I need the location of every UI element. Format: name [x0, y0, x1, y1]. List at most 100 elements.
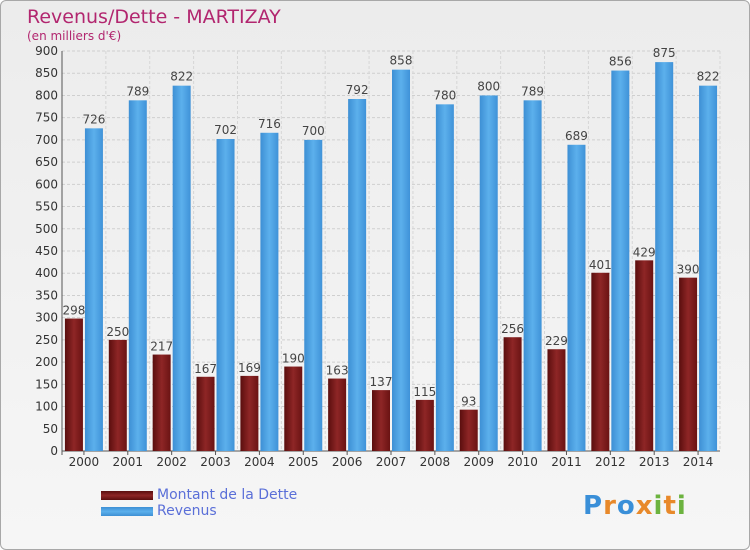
data-label-debt: 390 [677, 263, 700, 277]
bar-debt [240, 375, 259, 451]
bar-debt [679, 277, 698, 451]
data-label-debt: 298 [62, 304, 85, 318]
y-tick-label: 500 [35, 222, 58, 236]
data-label-revenue: 856 [609, 55, 632, 69]
y-tick-label: 150 [35, 377, 58, 391]
bar-debt [547, 349, 566, 451]
x-tick-label: 2013 [639, 455, 670, 469]
x-tick-label: 2005 [288, 455, 319, 469]
data-label-debt: 137 [370, 375, 393, 389]
x-tick-label: 2000 [69, 455, 100, 469]
bar-debt [415, 399, 434, 451]
y-tick-label: 800 [35, 88, 58, 102]
data-label-debt: 250 [106, 325, 129, 339]
x-tick-label: 2011 [551, 455, 582, 469]
x-tick-label: 2002 [156, 455, 187, 469]
bar-debt [459, 409, 478, 451]
y-tick-label: 300 [35, 311, 58, 325]
legend-item-debt: Montant de la Dette [101, 487, 297, 503]
chart-title: Revenus/Dette - MARTIZAY [27, 6, 281, 28]
data-label-debt: 429 [633, 245, 656, 259]
y-tick-label: 600 [35, 177, 58, 191]
bar-revenue [304, 139, 323, 451]
data-label-debt: 190 [282, 352, 305, 366]
data-label-debt: 401 [589, 258, 612, 272]
bar-debt [503, 337, 522, 451]
x-tick-label: 2012 [595, 455, 626, 469]
x-tick-label: 2006 [332, 455, 363, 469]
y-tick-label: 50 [43, 422, 58, 436]
bar-revenue [392, 69, 410, 452]
logo-letter: P [583, 491, 604, 521]
legend-label-revenue: Revenus [157, 503, 217, 519]
data-label-debt: 229 [545, 334, 568, 348]
logo-letter: x [635, 491, 654, 521]
bar-revenue [435, 104, 454, 451]
x-tick-label: 2003 [200, 455, 231, 469]
legend-swatch-revenue [101, 506, 153, 516]
y-tick-label: 400 [35, 266, 58, 280]
bar-debt [635, 260, 654, 451]
bar-debt [591, 272, 610, 451]
logo-letter: i [653, 491, 664, 521]
data-label-revenue: 700 [302, 124, 325, 138]
bar-revenue [348, 99, 367, 451]
y-tick-label: 650 [35, 155, 58, 169]
data-label-revenue: 789 [521, 84, 544, 98]
bar-revenue [567, 144, 586, 451]
bar-debt [328, 378, 347, 451]
data-label-revenue: 789 [126, 84, 149, 98]
bar-revenue [216, 139, 235, 451]
logo-letter: t [663, 491, 677, 521]
bar-debt [284, 366, 303, 451]
bar-debt [108, 339, 127, 451]
bar-revenue [655, 62, 674, 451]
bar-revenue [84, 128, 103, 451]
data-label-debt: 256 [501, 322, 524, 336]
bar-revenue [611, 70, 630, 452]
bar-debt [196, 376, 215, 451]
bar-revenue [523, 100, 542, 451]
y-tick-label: 100 [35, 400, 58, 414]
logo-letter: o [616, 491, 636, 521]
y-tick-label: 750 [35, 111, 58, 125]
chart-subtitle: (en milliers d'€) [27, 29, 122, 43]
data-label-revenue: 702 [214, 123, 237, 137]
data-label-revenue: 800 [477, 79, 500, 93]
data-label-revenue: 875 [653, 46, 676, 60]
data-label-revenue: 792 [346, 83, 369, 97]
bar-revenue [699, 85, 718, 452]
legend-item-revenue: Revenus [101, 503, 297, 519]
y-tick-label: 900 [35, 44, 58, 58]
data-label-revenue: 689 [565, 129, 588, 143]
y-tick-label: 0 [50, 444, 58, 458]
data-label-revenue: 822 [697, 70, 720, 84]
legend-label-debt: Montant de la Dette [157, 487, 298, 503]
legend-swatch-debt [101, 490, 153, 500]
y-tick-label: 450 [35, 244, 58, 258]
data-label-debt: 163 [326, 364, 349, 378]
bar-debt [64, 318, 83, 451]
data-label-debt: 93 [461, 395, 476, 409]
x-tick-label: 2014 [683, 455, 714, 469]
data-label-revenue: 780 [433, 88, 456, 102]
x-tick-label: 2004 [244, 455, 275, 469]
data-label-revenue: 726 [82, 112, 105, 126]
x-tick-label: 2009 [463, 455, 494, 469]
bar-revenue [172, 85, 191, 452]
bar-revenue [128, 100, 147, 451]
data-label-revenue: 716 [258, 117, 281, 131]
y-tick-label: 350 [35, 288, 58, 302]
data-label-revenue: 858 [390, 54, 413, 68]
bar-revenue [260, 132, 279, 451]
bar-debt [372, 390, 390, 451]
logo-letter: i [676, 491, 687, 521]
data-label-debt: 167 [194, 362, 217, 376]
x-tick-label: 2008 [420, 455, 451, 469]
y-tick-label: 250 [35, 333, 58, 347]
x-tick-label: 2010 [507, 455, 538, 469]
legend: Montant de la Dette Revenus [101, 487, 297, 519]
proxiti-logo: Proxiti [583, 491, 687, 521]
